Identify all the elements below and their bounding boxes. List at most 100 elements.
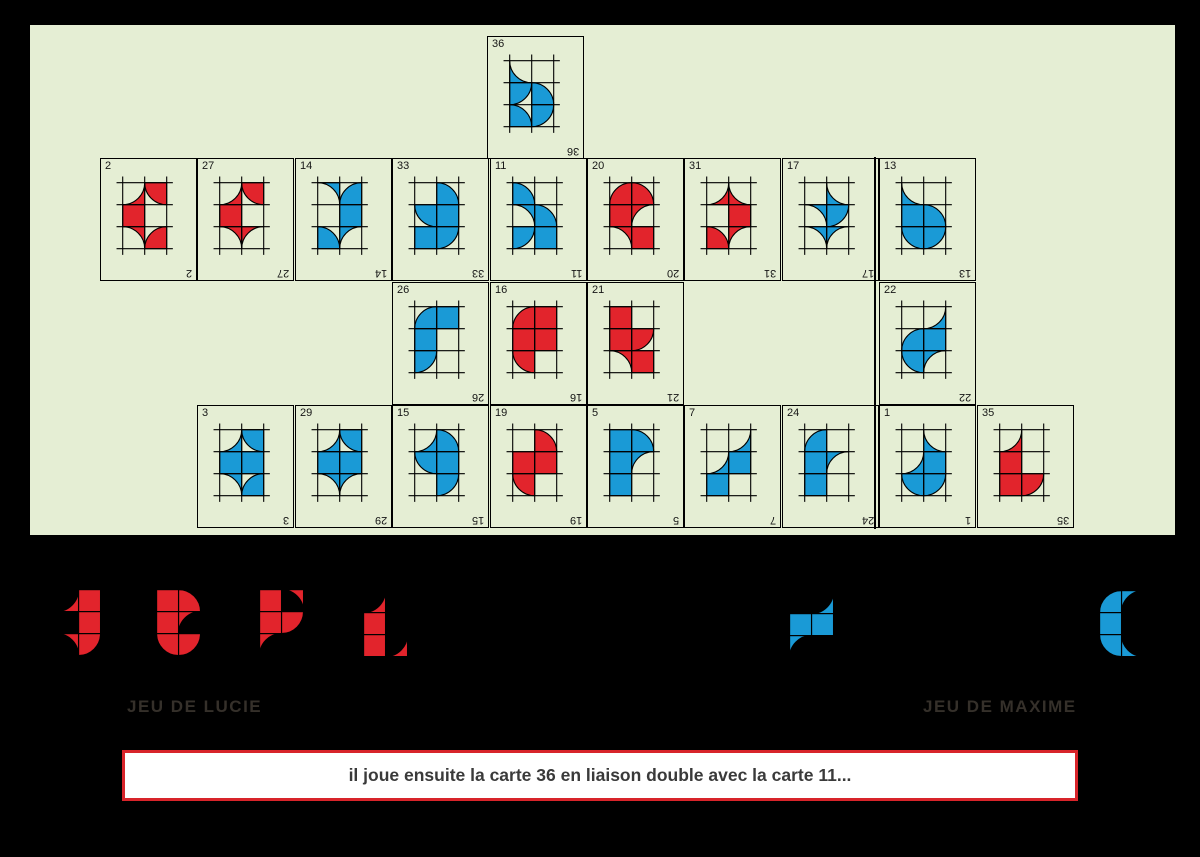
- card-number-rotated: 36: [566, 145, 579, 157]
- figure-cell: [362, 633, 387, 658]
- card-number: 26: [397, 284, 410, 296]
- card-number: 16: [495, 284, 508, 296]
- lucie-hand-shape-2[interactable]: [155, 588, 202, 657]
- figure-cell: [436, 226, 460, 250]
- figure-cell: [258, 610, 283, 635]
- figure-cell: [77, 610, 102, 635]
- hand-figure: [55, 588, 102, 657]
- card-27[interactable]: 27 27: [197, 158, 294, 281]
- figure-cell: [385, 634, 409, 658]
- card-figure: [700, 176, 757, 255]
- card-14[interactable]: 14 14: [295, 158, 392, 281]
- figure-cell: [258, 588, 283, 613]
- maxime-hand-shape-2[interactable]: [1098, 589, 1145, 658]
- lucie-hand-shape-1[interactable]: [55, 588, 102, 657]
- figure-cell: [281, 588, 305, 612]
- card-number-rotated: 11: [570, 267, 582, 279]
- card-13[interactable]: 13 13: [879, 158, 976, 281]
- figure-grid: [603, 423, 660, 502]
- hand-figure: [155, 588, 202, 657]
- card-24[interactable]: 24 24: [782, 405, 879, 528]
- card-figure: [798, 176, 855, 255]
- figure-grid: [895, 423, 952, 502]
- card-figure: [503, 54, 560, 133]
- card-figure: [213, 423, 270, 502]
- card-35[interactable]: 35 35: [977, 405, 1074, 528]
- figure-cell: [122, 182, 146, 206]
- card-number-rotated: 27: [276, 267, 289, 279]
- figure-cell: [512, 182, 536, 206]
- figure-cell: [317, 429, 341, 453]
- figure-cell: [414, 451, 438, 475]
- card-number: 7: [689, 407, 696, 419]
- figure-grid: [213, 423, 270, 502]
- card-31[interactable]: 31 31: [684, 158, 781, 281]
- figure-cell: [999, 429, 1023, 453]
- card-number: 5: [592, 407, 599, 419]
- figure-cell: [631, 204, 654, 227]
- card-15[interactable]: 15 15: [392, 405, 489, 528]
- card-number-rotated: 29: [374, 514, 387, 526]
- figure-cell: [811, 591, 835, 615]
- card-number-rotated: 20: [666, 267, 679, 279]
- lucie-hand-shape-3[interactable]: [258, 588, 305, 657]
- card-29[interactable]: 29 29: [295, 405, 392, 528]
- figure-cell: [241, 429, 265, 453]
- card-19[interactable]: 19 19: [490, 405, 587, 528]
- figure-cell: [788, 634, 812, 658]
- figure-cell: [155, 588, 180, 613]
- figure-cell: [901, 182, 924, 206]
- card-36[interactable]: 36 36: [487, 36, 584, 159]
- lucie-hand-shape-4[interactable]: [362, 589, 409, 658]
- card-number-rotated: 35: [1056, 514, 1069, 526]
- figure-cell: [728, 204, 752, 228]
- figure-cell: [999, 473, 1023, 497]
- figure-grid: [116, 176, 173, 255]
- figure-cell: [1120, 634, 1144, 658]
- hand-figure: [258, 588, 305, 657]
- figure-cell: [923, 226, 947, 250]
- figure-grid: [55, 588, 102, 657]
- card-16[interactable]: 16 16: [490, 282, 587, 405]
- figure-grid: [408, 423, 465, 502]
- figure-cell: [512, 350, 536, 374]
- card-26[interactable]: 26 26: [392, 282, 489, 405]
- figure-cell: [631, 182, 655, 206]
- figure-cell: [706, 451, 730, 475]
- card-22[interactable]: 22 22: [879, 282, 976, 405]
- figure-cell: [363, 590, 387, 614]
- card-11[interactable]: 11 11: [490, 158, 587, 281]
- figure-cell: [219, 429, 243, 453]
- figure-cell: [826, 204, 850, 228]
- card-33[interactable]: 33 33: [392, 158, 489, 281]
- figure-cell: [609, 429, 633, 453]
- figure-grid: [603, 300, 660, 379]
- figure-grid: [1098, 589, 1145, 658]
- figure-cell: [241, 182, 265, 206]
- figure-cell: [339, 182, 363, 206]
- maxime-hand-label: JEU DE MAXIME: [923, 697, 1077, 716]
- card-17[interactable]: 17 17: [782, 158, 879, 281]
- figure-cell: [631, 350, 655, 374]
- card-number: 21: [592, 284, 605, 296]
- card-number: 17: [787, 160, 800, 172]
- maxime-hand-shape-1[interactable]: [788, 590, 835, 659]
- figure-cell: [999, 451, 1023, 475]
- figure-cell: [339, 429, 363, 453]
- figure-cell: [826, 451, 849, 474]
- card-20[interactable]: 20 20: [587, 158, 684, 281]
- figure-cell: [923, 328, 947, 352]
- hand-figure: [788, 590, 835, 659]
- card-21[interactable]: 21 21: [587, 282, 684, 405]
- figure-cell: [436, 204, 460, 228]
- figure-cell: [436, 182, 460, 206]
- figure-grid: [155, 588, 202, 657]
- card-number: 1: [884, 407, 891, 419]
- figure-cell: [317, 182, 341, 205]
- figure-cell: [631, 429, 655, 453]
